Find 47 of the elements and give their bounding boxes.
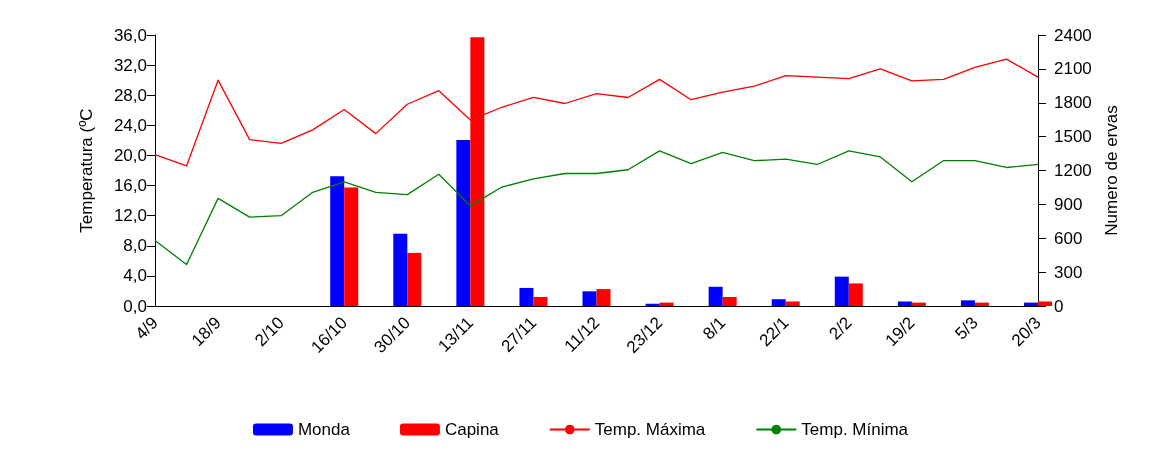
bar: [393, 233, 408, 306]
y-axis-title: Temperatura (ºC: [77, 108, 96, 233]
bar: [596, 289, 611, 306]
bar: [960, 300, 975, 306]
bar: [519, 287, 534, 306]
bar: [722, 296, 737, 306]
y-tick-label: 36,0: [113, 25, 147, 45]
bar: [785, 301, 800, 306]
y-tick-label: 12,0: [113, 206, 147, 226]
y2-tick-label: 1200: [1054, 161, 1092, 180]
y2-tick-label: 2400: [1054, 25, 1092, 45]
line-series: [154, 150, 1039, 266]
x-tick-label: 4/9: [131, 313, 162, 344]
bar: [897, 301, 912, 306]
y-tick-label: 4,0: [123, 266, 147, 286]
y2-tick-label: 600: [1054, 228, 1083, 248]
legend-label: Monda: [297, 420, 351, 439]
y-tick-label: 20,0: [113, 145, 147, 165]
y2-tick-label: 0: [1054, 296, 1064, 316]
y2-tick-label: 300: [1054, 262, 1083, 282]
y-tick-label: 24,0: [113, 115, 147, 135]
y2-tick-label: 2100: [1054, 59, 1092, 79]
y-tick-label: 32,0: [113, 55, 147, 75]
y2-tick-label: 900: [1054, 194, 1083, 214]
y-tick-label: 8,0: [123, 236, 147, 256]
y2-tick-label: 1500: [1054, 127, 1092, 147]
x-tick-label: 2/2: [825, 313, 856, 344]
bar: [330, 176, 345, 306]
legend-label: Capina: [444, 420, 500, 439]
legend-label: Temp. Mínima: [801, 420, 909, 439]
bar: [407, 252, 422, 306]
y-tick-label: 28,0: [113, 85, 147, 105]
bar: [708, 286, 723, 306]
y2-axis-title: Numero de ervas: [1101, 105, 1121, 236]
bar: [533, 296, 548, 306]
bar: [848, 283, 863, 306]
x-tick-label: 5/3: [951, 313, 982, 344]
y-tick-label: 16,0: [113, 176, 147, 196]
bar: [582, 291, 597, 306]
bar: [771, 299, 786, 306]
y-tick-label: 0,0: [123, 296, 147, 316]
legend-label: Temp. Máxima: [594, 420, 706, 439]
bar: [344, 187, 359, 306]
x-tick-label: 8/1: [699, 313, 730, 344]
bar: [456, 140, 471, 306]
bar: [834, 276, 849, 306]
y2-tick-label: 1800: [1054, 93, 1092, 113]
